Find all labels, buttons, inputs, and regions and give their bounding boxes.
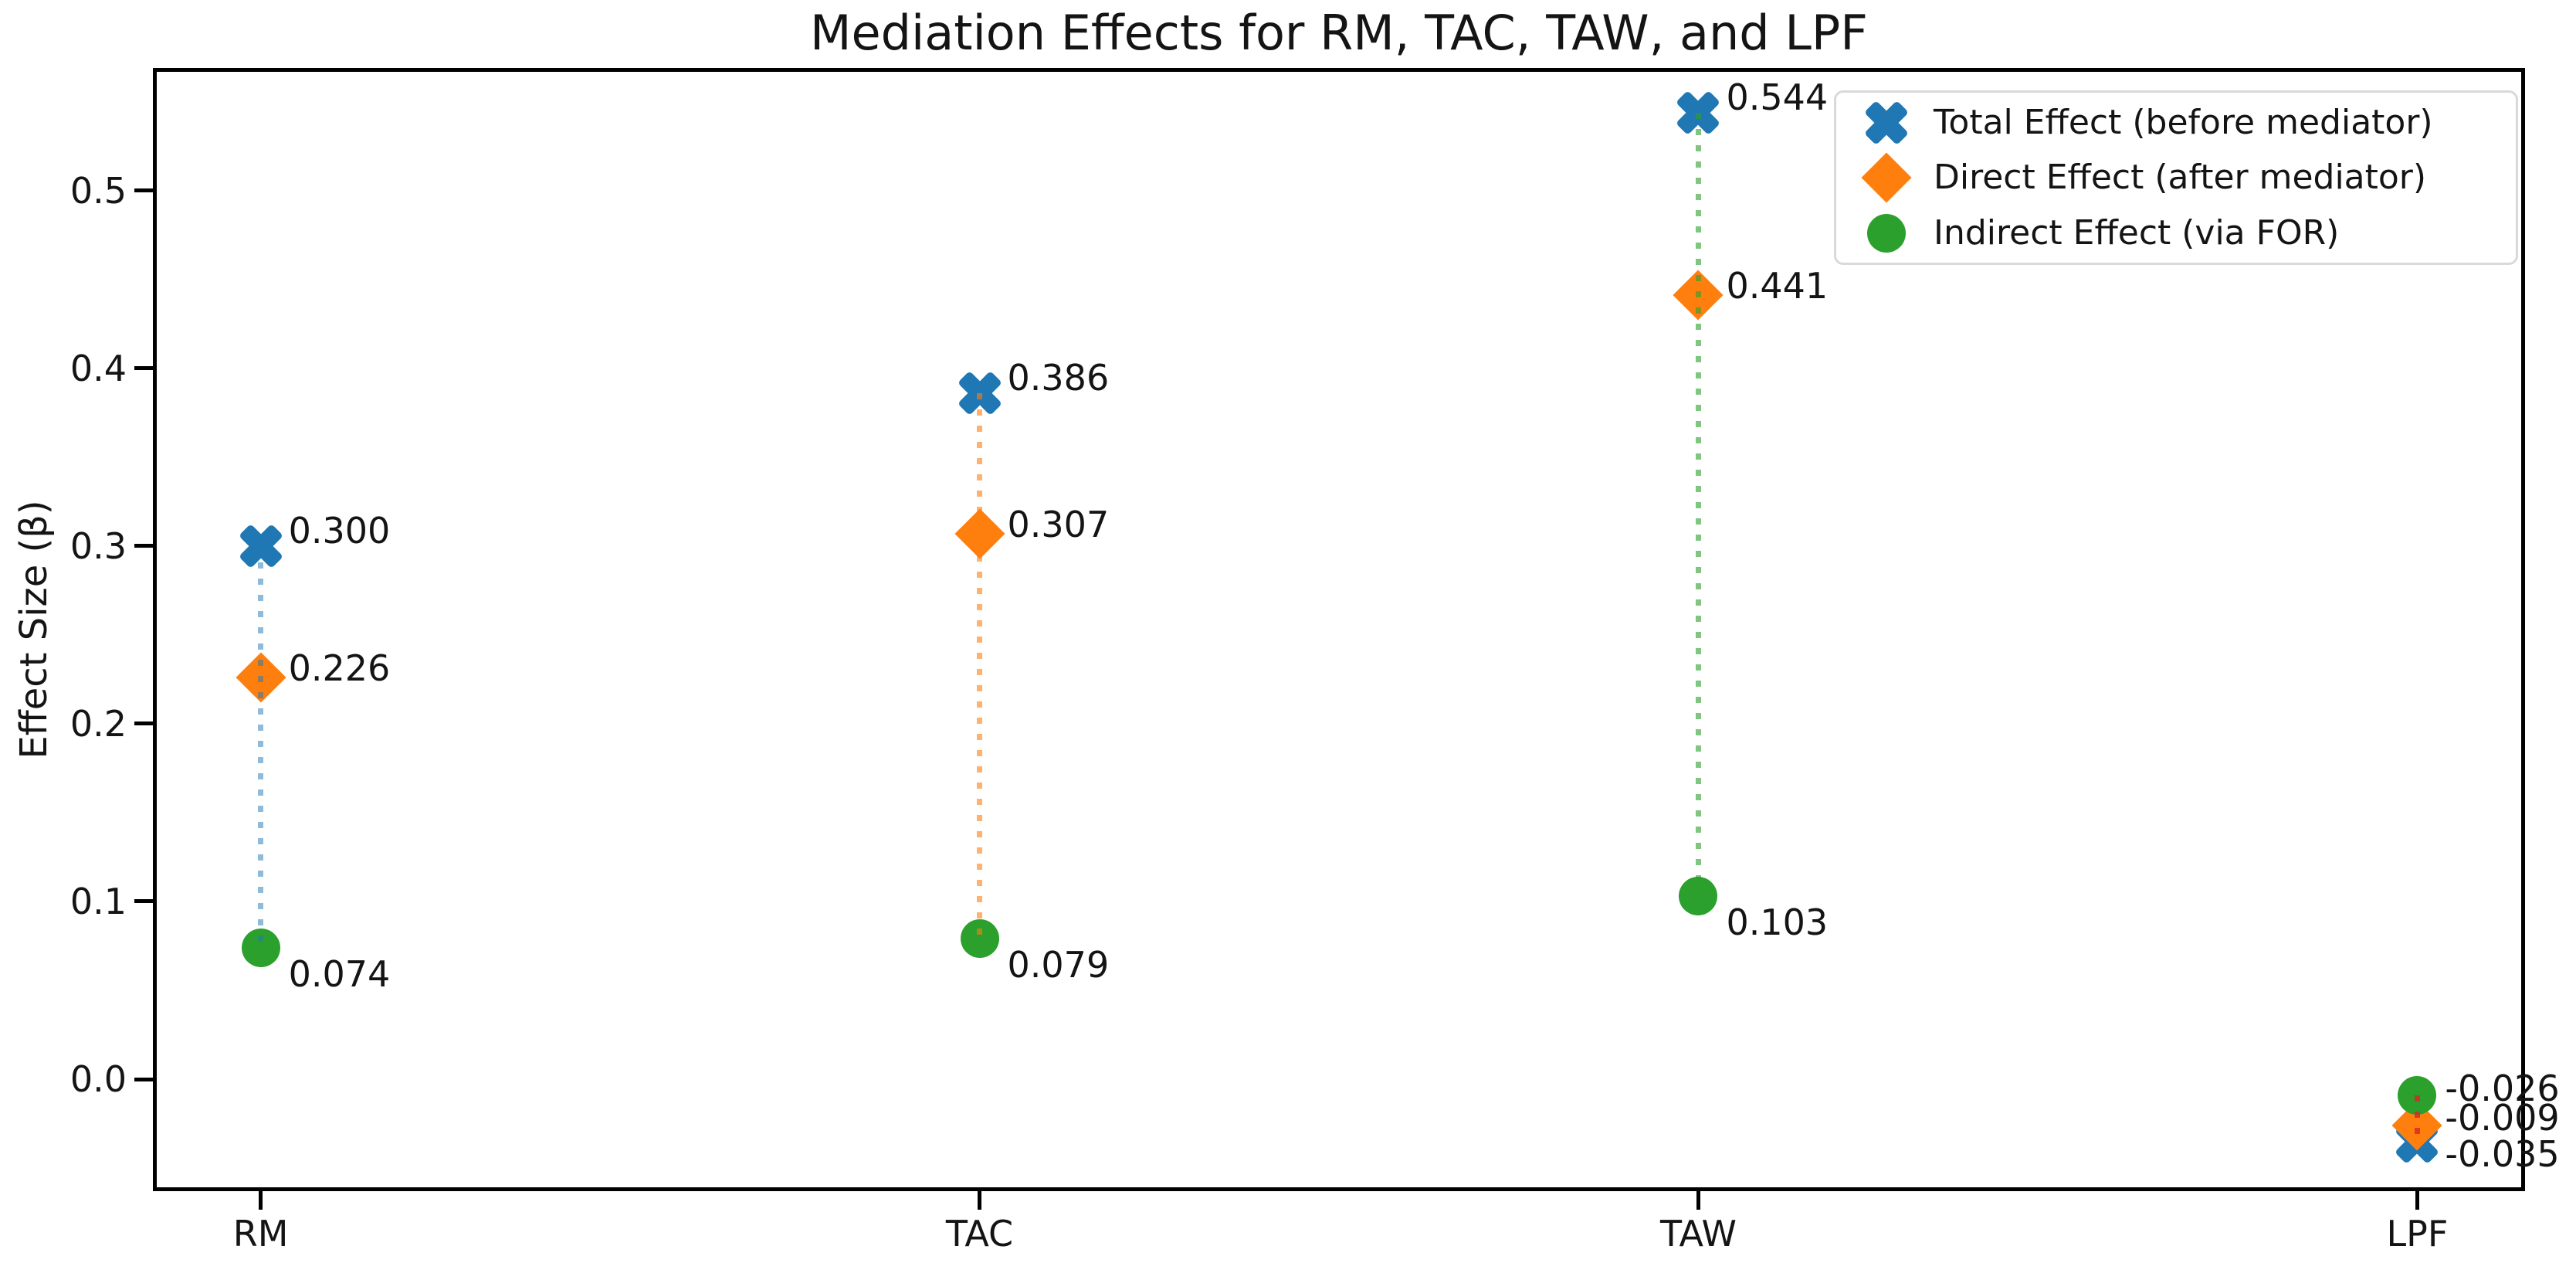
- y-tick-mark: [134, 544, 153, 548]
- x-tick-label: TAC: [945, 1213, 1014, 1255]
- point-label: 0.441: [1726, 265, 1829, 307]
- y-tick-label: 0.0: [69, 1058, 127, 1101]
- connector-line: [2414, 1095, 2420, 1142]
- y-tick-mark: [134, 721, 153, 726]
- y-tick-mark: [134, 1077, 153, 1081]
- legend-label-indirect-effect: Indirect Effect (via FOR): [1934, 212, 2340, 253]
- x-marker: [1854, 90, 1920, 155]
- y-tick-label: 0.3: [69, 525, 127, 567]
- legend-label-total-effect: Total Effect (before mediator): [1934, 102, 2433, 142]
- x-tick-label: LPF: [2386, 1213, 2449, 1255]
- point-label: 0.074: [288, 952, 391, 995]
- point-label: 0.307: [1007, 503, 1110, 545]
- point-label: 0.103: [1726, 901, 1829, 944]
- y-tick-label: 0.2: [69, 702, 127, 745]
- y-tick-label: 0.5: [69, 169, 127, 212]
- legend-item-direct-effect: Direct Effect (after mediator): [1861, 152, 2516, 203]
- connector-line: [977, 393, 983, 939]
- point-label: -0.035: [2445, 1133, 2560, 1176]
- legend: Total Effect (before mediator) Direct Ef…: [1834, 90, 2518, 265]
- point-label: -0.026: [2445, 1068, 2560, 1110]
- x-tick-label: TAW: [1659, 1213, 1737, 1255]
- point-label: 0.079: [1007, 944, 1110, 986]
- y-tick-mark: [134, 188, 153, 193]
- y-tick-label: 0.4: [69, 347, 127, 389]
- point-label: 0.544: [1726, 76, 1829, 118]
- x-tick-mark: [1696, 1191, 1700, 1210]
- legend-item-indirect-effect: Indirect Effect (via FOR): [1861, 208, 2516, 259]
- legend-label-direct-effect: Direct Effect (after mediator): [1934, 158, 2427, 197]
- y-tick-mark: [134, 366, 153, 371]
- x-marker-icon: [1861, 97, 1912, 148]
- y-tick-mark: [134, 899, 153, 904]
- chart-title: Mediation Effects for RM, TAC, TAW, and …: [810, 5, 1868, 61]
- x-tick-label: RM: [232, 1213, 289, 1255]
- x-tick-mark: [978, 1191, 982, 1210]
- connector-line: [258, 545, 264, 948]
- circle-marker: [1867, 213, 1906, 253]
- y-tick-label: 0.1: [69, 880, 127, 922]
- point-label: 0.300: [288, 509, 391, 552]
- diamond-marker-icon: [1861, 152, 1912, 203]
- x-tick-mark: [259, 1191, 263, 1210]
- point-label: 0.226: [288, 647, 391, 690]
- legend-item-total-effect: Total Effect (before mediator): [1861, 97, 2516, 148]
- connector-line: [1695, 112, 1701, 897]
- diamond-marker: [1861, 152, 1912, 203]
- point-label: 0.386: [1007, 357, 1110, 399]
- point-label: -0.009: [2445, 1096, 2560, 1139]
- circle-marker-icon: [1861, 208, 1912, 259]
- x-tick-mark: [2415, 1191, 2419, 1210]
